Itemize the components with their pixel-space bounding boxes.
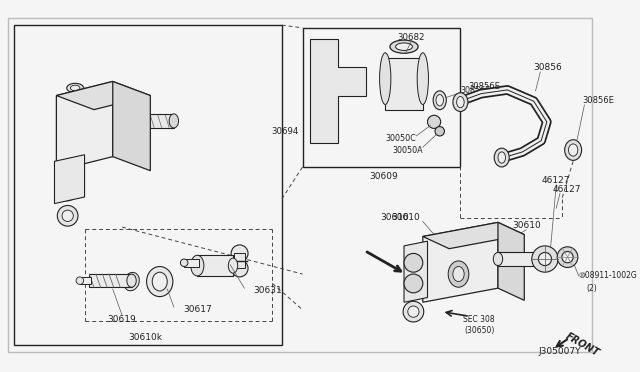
Text: 30856E: 30856E <box>468 81 500 91</box>
Bar <box>234 253 245 269</box>
Circle shape <box>231 245 248 262</box>
Text: J305007Y: J305007Y <box>538 347 580 356</box>
Ellipse shape <box>147 267 173 296</box>
Polygon shape <box>498 222 524 300</box>
Circle shape <box>317 64 332 80</box>
Circle shape <box>231 260 248 277</box>
Ellipse shape <box>448 261 469 287</box>
Ellipse shape <box>180 259 188 267</box>
Polygon shape <box>423 222 498 302</box>
Bar <box>197 255 233 276</box>
Ellipse shape <box>169 114 179 128</box>
Bar <box>89 274 132 287</box>
Ellipse shape <box>152 272 167 291</box>
Text: 46127: 46127 <box>542 176 570 185</box>
Ellipse shape <box>453 93 468 112</box>
Polygon shape <box>56 81 113 171</box>
Text: 30610: 30610 <box>380 213 409 222</box>
Text: FRONT: FRONT <box>564 331 601 358</box>
Text: ⑩08911-1002G: ⑩08911-1002G <box>579 272 637 280</box>
Ellipse shape <box>417 53 428 105</box>
Ellipse shape <box>62 210 74 221</box>
Ellipse shape <box>67 83 84 93</box>
Polygon shape <box>56 81 150 110</box>
Polygon shape <box>113 81 150 171</box>
Text: 30619: 30619 <box>108 315 136 324</box>
Bar <box>184 259 199 267</box>
Bar <box>14 25 282 344</box>
Ellipse shape <box>396 43 412 51</box>
Polygon shape <box>423 222 524 249</box>
Ellipse shape <box>191 255 204 276</box>
Circle shape <box>538 253 552 266</box>
Text: 30050C: 30050C <box>385 134 416 143</box>
Ellipse shape <box>408 306 419 317</box>
Circle shape <box>532 246 558 272</box>
Text: 30610k: 30610k <box>129 333 163 343</box>
Text: 30617: 30617 <box>183 305 212 314</box>
Circle shape <box>404 253 423 272</box>
Polygon shape <box>310 39 367 142</box>
Text: 30856E: 30856E <box>460 86 490 95</box>
Text: 30050A: 30050A <box>392 145 423 154</box>
Circle shape <box>435 126 444 136</box>
Ellipse shape <box>70 85 80 91</box>
Bar <box>113 114 174 128</box>
Polygon shape <box>404 241 428 302</box>
Ellipse shape <box>58 205 78 226</box>
Circle shape <box>58 182 77 201</box>
Polygon shape <box>54 155 84 203</box>
Ellipse shape <box>74 125 95 151</box>
Ellipse shape <box>380 53 391 105</box>
Text: 30609: 30609 <box>369 172 397 181</box>
Ellipse shape <box>127 274 136 287</box>
Ellipse shape <box>568 144 578 156</box>
Ellipse shape <box>403 301 424 322</box>
Ellipse shape <box>79 130 90 145</box>
Circle shape <box>404 274 423 293</box>
Text: (30650): (30650) <box>464 326 494 335</box>
Text: 30856: 30856 <box>534 63 563 72</box>
Text: 30694: 30694 <box>271 127 299 136</box>
Circle shape <box>58 163 77 182</box>
Circle shape <box>562 251 573 263</box>
Text: (2): (2) <box>586 284 597 293</box>
Ellipse shape <box>493 253 502 266</box>
Circle shape <box>428 115 441 128</box>
Ellipse shape <box>228 258 237 273</box>
Bar <box>385 58 423 110</box>
Bar <box>303 28 460 167</box>
Ellipse shape <box>494 148 509 167</box>
Circle shape <box>557 247 578 267</box>
Ellipse shape <box>390 40 418 53</box>
Ellipse shape <box>124 272 140 291</box>
Text: 46127: 46127 <box>552 185 581 194</box>
Ellipse shape <box>453 267 464 282</box>
Ellipse shape <box>564 140 582 160</box>
Bar <box>80 277 91 285</box>
Ellipse shape <box>108 114 118 128</box>
Ellipse shape <box>436 94 444 106</box>
Text: 30856E: 30856E <box>582 96 614 105</box>
Ellipse shape <box>498 152 506 163</box>
Ellipse shape <box>456 96 464 108</box>
Ellipse shape <box>76 277 84 285</box>
Text: 30610: 30610 <box>512 221 541 230</box>
Text: 30610: 30610 <box>392 213 420 222</box>
Bar <box>498 253 545 266</box>
Circle shape <box>315 114 333 133</box>
Text: SEC 308: SEC 308 <box>463 315 495 324</box>
Ellipse shape <box>433 91 446 110</box>
Text: 30682: 30682 <box>398 33 426 42</box>
Text: 30631: 30631 <box>253 286 282 295</box>
